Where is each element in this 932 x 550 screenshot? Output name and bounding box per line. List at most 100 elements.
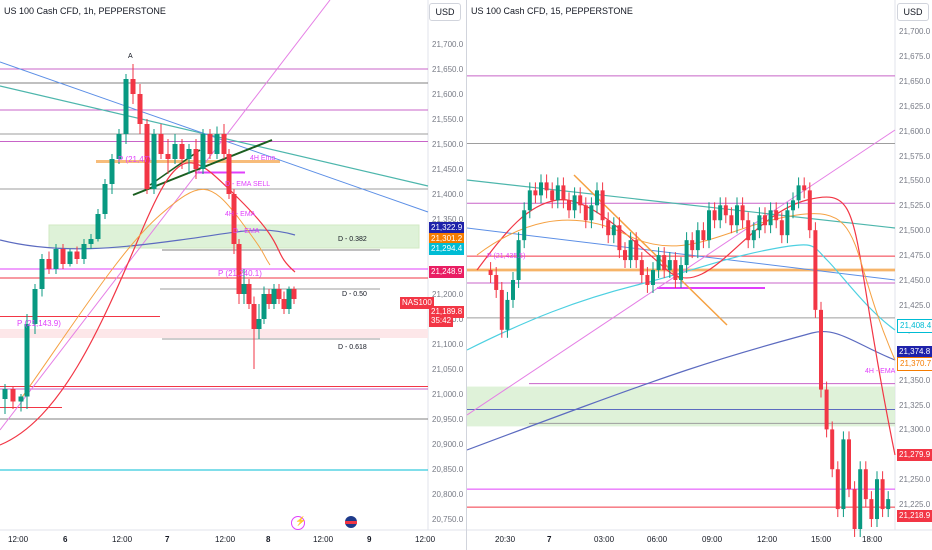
lightning-icon[interactable]: ⚡	[291, 516, 306, 530]
candle-body	[172, 144, 178, 159]
time-tick: 03:00	[594, 535, 615, 544]
time-tick: 9	[367, 535, 372, 544]
price-tick: 21,600.0	[432, 90, 464, 99]
candle-body	[221, 134, 227, 154]
chart-annotation: D - EMA	[233, 228, 260, 235]
candle-body	[499, 289, 504, 330]
price-tick: 21,500.0	[899, 226, 931, 236]
price-tick: 21,350.0	[432, 215, 464, 224]
candle-body	[600, 190, 605, 221]
candle-body	[74, 251, 80, 259]
candle-body	[544, 182, 549, 191]
price-tick: 20,800.0	[432, 490, 464, 499]
candle-body	[617, 225, 622, 251]
time-tick: 15:00	[811, 535, 832, 544]
candle-body	[824, 389, 829, 430]
candle-body	[684, 240, 689, 266]
pane-divider[interactable]	[466, 0, 467, 550]
candle-body	[718, 205, 723, 221]
candle-body	[109, 159, 115, 184]
candle-body	[695, 230, 700, 251]
right-chart-title: US 100 Cash CFD, 15, PEPPERSTONE	[471, 6, 633, 16]
price-tick: 21,050.0	[432, 365, 464, 374]
chart-annotation: 4H - EMA	[225, 211, 256, 218]
candle-body	[2, 389, 8, 399]
candle-body	[662, 255, 667, 271]
candle-body	[158, 134, 164, 154]
chart-annotation: P (21,47)	[118, 155, 151, 164]
right-chart-canvas[interactable]	[467, 0, 932, 550]
navy-ema	[0, 229, 296, 250]
candle-body	[611, 225, 616, 236]
candle-body	[858, 469, 863, 529]
candle-body	[740, 205, 745, 221]
price-tick: 20,750.0	[432, 515, 464, 524]
price-tick: 21,650.0	[432, 65, 464, 74]
chart-annotation: A	[128, 53, 133, 60]
orange-ema	[19, 188, 271, 401]
navy-ema	[467, 331, 896, 451]
candle-body	[95, 214, 101, 239]
candle-body	[830, 429, 835, 470]
candle-body	[645, 275, 650, 285]
candle-body	[291, 289, 297, 299]
time-tick: 20:30	[495, 535, 516, 544]
violet-trendline	[0, 0, 331, 431]
price-label: NAS100	[400, 297, 434, 309]
candle-body	[835, 469, 840, 510]
time-tick: 12:00	[8, 535, 29, 544]
candle-body	[701, 230, 706, 241]
candle-body	[807, 190, 812, 231]
candle-body	[24, 324, 30, 397]
candle-body	[886, 499, 891, 510]
candle-body	[869, 499, 874, 520]
left-chart-pane[interactable]: US 100 Cash CFD, 1h, PEPPERSTONE USD 21,…	[0, 0, 466, 550]
time-tick: 12:00	[215, 535, 236, 544]
price-label: 21,218.9	[897, 510, 932, 522]
candle-body	[241, 284, 247, 294]
price-tick: 20,850.0	[432, 465, 464, 474]
candle-body	[774, 210, 779, 221]
candle-body	[207, 134, 213, 154]
chart-annotation: D - EMA SELL	[225, 181, 271, 188]
candle-body	[261, 294, 267, 319]
chart-annotation: P (21,143.9)	[17, 319, 61, 328]
candle-body	[606, 220, 611, 236]
candle-body	[246, 284, 252, 304]
time-tick: 12:00	[112, 535, 133, 544]
chart-annotation: P (21,435.5)	[487, 253, 526, 260]
candle-body	[123, 79, 129, 134]
chart-annotation: D - 0.50	[342, 291, 367, 298]
candle-body	[67, 251, 73, 264]
candle-body	[863, 469, 868, 500]
right-currency-button[interactable]: USD	[897, 3, 929, 21]
candle-body	[488, 270, 493, 276]
candle-body	[516, 240, 521, 280]
time-tick: 12:00	[415, 535, 436, 544]
green-zone	[467, 386, 895, 427]
candle-body	[712, 210, 717, 221]
teal-trendline	[0, 85, 429, 187]
candle-body	[634, 240, 639, 261]
candle-body	[819, 309, 823, 390]
candle-body	[578, 195, 583, 206]
candle-body	[186, 149, 192, 159]
candle-body	[286, 289, 292, 309]
candle-body	[231, 194, 237, 244]
candle-body	[729, 215, 734, 226]
price-tick: 21,700.0	[432, 40, 464, 49]
time-tick: 7	[165, 535, 170, 544]
price-label: 21,370.7	[897, 357, 932, 371]
left-chart-canvas[interactable]	[0, 0, 466, 550]
time-tick: 12:00	[757, 535, 778, 544]
price-tick: 21,550.0	[432, 115, 464, 124]
right-chart-pane[interactable]: US 100 Cash CFD, 15, PEPPERSTONE USD 21,…	[467, 0, 932, 550]
left-currency-button[interactable]: USD	[429, 3, 461, 21]
candle-body	[251, 304, 257, 329]
candle-body	[511, 280, 515, 300]
teal-trendline	[467, 179, 896, 229]
candle-body	[785, 210, 790, 236]
candle-body	[707, 210, 711, 241]
candle-body	[673, 260, 678, 280]
us-flag-icon[interactable]	[345, 516, 357, 528]
